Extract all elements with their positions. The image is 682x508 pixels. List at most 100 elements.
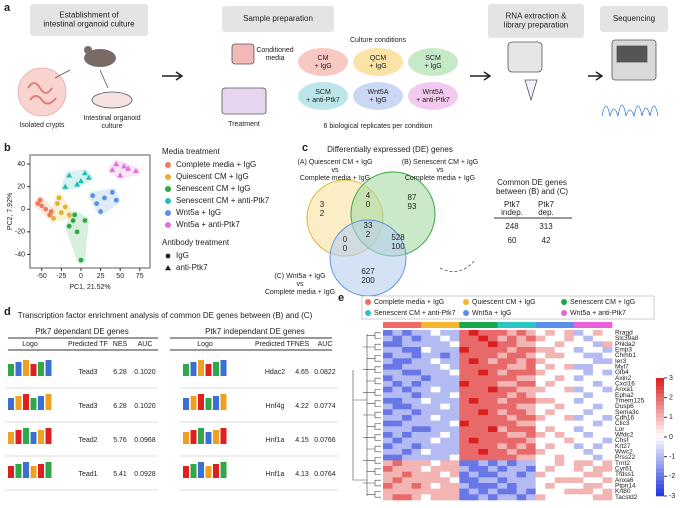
heatmap-cell [516,392,527,399]
heatmap-cell [468,460,479,467]
row-label: Tacstd2 [615,494,638,501]
heatmap-cell [497,386,508,393]
tf-header: Logo [197,341,213,348]
heatmap-cell [583,420,594,427]
mouse-ear [84,46,92,54]
venn-up: 0 [343,235,348,244]
heatmap-cell [478,352,489,359]
color-scale [656,397,664,402]
chromatogram [601,104,659,118]
plot-frame [29,154,151,269]
heatmap-cell [402,466,412,472]
color-scale [656,421,664,426]
row-label: Chsf [615,437,629,444]
tf-header: NES [295,341,310,348]
point [56,195,62,201]
heatmap-cell [421,352,432,359]
logo-letter [8,398,14,410]
scale-label: 1 [669,414,673,421]
heatmap-cell [592,466,603,472]
caption: culture [101,123,122,130]
heatmap-cell [402,443,412,450]
heatmap-cell [478,415,489,421]
heatmap-cell [402,488,412,495]
heatmap-cell [592,358,603,365]
heatmap-cell [449,420,460,427]
heatmap-cell [564,454,575,461]
heatmap-cell [402,420,412,427]
tf-cell: 6.28 [113,403,127,410]
legend-swatch [165,162,171,168]
heatmap-cell [459,454,470,461]
heatmap-cell [392,347,403,353]
heatmap-cell [497,483,508,489]
step-title: intestinal organoid culture [43,20,135,29]
heatmap-cell [564,415,575,421]
logo-letter [30,398,37,410]
heatmap-cell [516,426,527,433]
heatmap-cell [459,494,470,501]
heatmap-cell [459,364,470,370]
heatmap-cell [440,454,451,461]
heatmap-cell [383,358,393,365]
y-tick-label: 40 [17,161,25,168]
heatmap-cell [468,466,479,472]
heatmap-cell [478,426,489,433]
heatmap-cell [592,426,603,433]
heatmap-cell [411,369,422,376]
heatmap-cell [459,477,470,484]
column-annotation [383,322,393,328]
point [109,166,116,172]
logo-letter [205,466,212,478]
heatmap-cell [411,460,422,467]
heatmap-cell [545,409,556,416]
heatmap-cell [430,426,441,433]
heatmap-cell [421,392,432,399]
set-label: vs [332,167,340,174]
heatmap-cell [392,403,403,410]
legend-label: Wnt5a + IgG [176,208,221,217]
heatmap-cell [516,471,527,478]
tf-cell: 4.65 [295,369,309,376]
heatmap-cell [564,358,575,365]
heatmap-cell [421,386,432,393]
heatmap-cell [440,335,451,342]
heatmap-cell [402,477,412,484]
legend-swatch [165,174,171,180]
heatmap-cell [497,335,508,342]
heatmap-cell [526,409,536,416]
heatmap-cell [554,392,565,399]
column-annotation [402,322,412,328]
heatmap-cell [564,386,575,393]
legend-label: Wnt5a + anti-Ptk7 [176,220,240,229]
heatmap-cell [507,483,517,489]
heatmap-cell [430,375,441,382]
heatmap-cell [573,347,584,353]
tf-cell: 4.22 [295,403,309,410]
heatmap-cell [487,477,498,484]
heatmap-cell [478,437,489,444]
heatmap-cell [449,330,460,336]
logo-letter [38,464,44,478]
tf-header: Logo [22,341,38,348]
arrow [470,71,492,81]
set-label: Complete media + IgG [300,175,370,182]
heatmap-cell [535,330,546,336]
heatmap-cell [421,409,432,416]
heatmap-cell [592,409,603,416]
venn-title: Differentially expressed (DE) genes [327,145,453,154]
heatmap-cell [402,335,412,342]
heatmap-cell [430,471,441,478]
heatmap-cell [602,432,613,438]
heatmap-cell [383,466,393,472]
heatmap-cell [554,341,565,348]
heatmap-cell [602,392,613,399]
heatmap-cell [440,386,451,393]
heatmap-cell [516,347,527,353]
heatmap-cell [478,460,489,467]
heatmap-cell [468,409,479,416]
heatmap-cell [430,420,441,427]
heatmap-cell [402,398,412,404]
heatmap-cell [554,409,565,416]
point [113,161,120,167]
